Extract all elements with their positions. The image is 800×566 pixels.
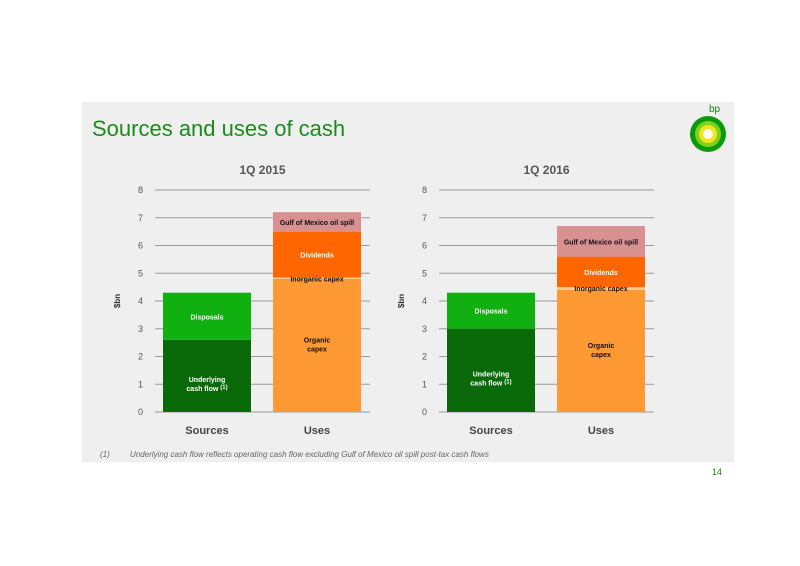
y-tick-label: 3 <box>422 324 427 334</box>
bar-disposals <box>447 292 535 329</box>
bar-underlying-cash-flow <box>447 328 535 412</box>
y-tick-label: 8 <box>138 185 143 195</box>
chart-1q2016: 1Q 2016 0 1 2 3 4 5 6 7 8 $bn Underlying cash flow (… <box>394 152 734 442</box>
page-number: 14 <box>712 467 723 477</box>
bar-underlying-cash-flow <box>163 339 251 412</box>
footnote-text: Underlying cash flow reflects operating … <box>130 450 489 459</box>
bar-disposals <box>163 292 251 340</box>
y-tick-label: 0 <box>422 407 427 417</box>
y-tick-label: 3 <box>138 324 143 334</box>
bar-organic-capex <box>273 278 361 412</box>
bar-inorganic-capex <box>557 287 645 290</box>
y-tick-label: 5 <box>422 268 427 278</box>
x-category-label-sources: Sources <box>185 425 228 437</box>
bar-dividends <box>557 256 645 288</box>
organic-capex-label: capex <box>591 352 611 359</box>
y-axis-label: $bn <box>397 294 406 308</box>
y-tick-label: 6 <box>422 241 427 251</box>
organic-capex-label: Organic <box>588 343 615 350</box>
y-tick-label: 8 <box>422 185 427 195</box>
y-tick-label: 2 <box>138 352 143 362</box>
x-category-label-sources: Sources <box>469 425 512 437</box>
superscript: (1) <box>220 385 227 391</box>
chart-title: 1Q 2016 <box>523 163 569 177</box>
inorganic-capex-label: Inorganic capex <box>574 286 627 293</box>
inorganic-capex-label: Inorganic capex <box>290 276 343 283</box>
bar-gulf-of-mexico-oil-spill <box>273 212 361 232</box>
bp-helios-icon <box>690 116 726 152</box>
y-axis-label: $bn <box>113 294 122 308</box>
x-category-label-uses: Uses <box>304 425 330 437</box>
organic-capex-label: Organic <box>304 337 331 344</box>
x-category-label-uses: Uses <box>588 425 614 437</box>
footnote-marker: (1) <box>100 450 110 459</box>
chart-1q2015: 1Q 2015 0 1 2 3 4 5 6 7 8 $bn Underlying cash flow (… <box>110 152 450 442</box>
bar-dividends <box>273 231 361 278</box>
y-tick-label: 4 <box>422 296 427 306</box>
dividends-label: Dividends <box>584 270 618 277</box>
gulf-of-mexico-oil-spill-label: Gulf of Mexico oil spill <box>564 239 638 246</box>
bp-wordmark: bp <box>709 104 721 115</box>
y-tick-label: 4 <box>138 296 143 306</box>
y-tick-label: 2 <box>422 352 427 362</box>
superscript: (1) <box>504 379 511 385</box>
organic-capex-label: capex <box>307 346 327 353</box>
dividends-label: Dividends <box>300 253 334 260</box>
y-tick-label: 1 <box>138 379 143 389</box>
y-tick-label: 0 <box>138 407 143 417</box>
disposals-label: Disposals <box>474 309 507 316</box>
underlying-cash-flow-label: Underlying <box>473 371 510 378</box>
y-tick-label: 1 <box>422 379 427 389</box>
disposals-label: Disposals <box>190 314 223 321</box>
y-tick-label: 6 <box>138 241 143 251</box>
underlying-cash-flow-label: Underlying <box>189 377 226 384</box>
bar-gulf-of-mexico-oil-spill <box>557 226 645 257</box>
y-tick-label: 7 <box>422 213 427 223</box>
underlying-cash-flow-label: cash flow (1) <box>186 385 227 393</box>
underlying-cash-flow-label: cash flow (1) <box>470 379 511 387</box>
slide-title: Sources and uses of cash <box>92 116 346 141</box>
bar-organic-capex <box>557 289 645 412</box>
chart-title: 1Q 2015 <box>239 163 285 177</box>
bar-inorganic-capex <box>273 277 361 279</box>
gulf-of-mexico-oil-spill-label: Gulf of Mexico oil spill <box>280 220 354 227</box>
y-tick-label: 5 <box>138 268 143 278</box>
y-tick-label: 7 <box>138 213 143 223</box>
